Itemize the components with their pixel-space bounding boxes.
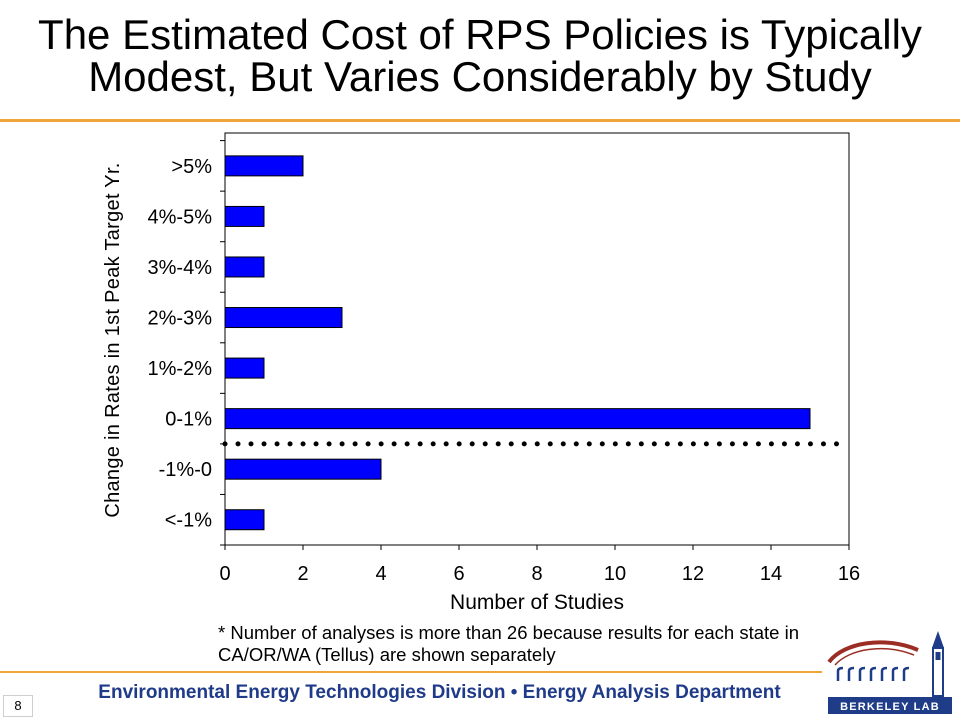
logo-arch <box>827 640 919 666</box>
logo-column <box>847 666 855 681</box>
logo-column <box>869 666 877 681</box>
bar-7 <box>224 458 382 480</box>
bar-chart: >5% 4%-5% 3%-4% 2%-3% 1%-2% 0-1% -1%-0 <-1% 0 2 4 6… <box>102 132 860 614</box>
logo-column <box>858 666 866 681</box>
x-tick-label-16: 16 <box>838 563 860 585</box>
x-tick-label-14: 14 <box>760 563 782 585</box>
page-number: 8 <box>3 695 33 717</box>
footer-department-text: Environmental Energy Technologies Divisi… <box>98 682 781 703</box>
y-tick-label-7: -1%-0 <box>159 459 212 481</box>
bar-6 <box>224 408 811 430</box>
y-axis-title: Change in Rates in 1st Peak Target Yr. <box>102 162 124 517</box>
bar-2 <box>224 205 265 227</box>
berkeley-lab-logo-icon: BERKELEY LAB <box>827 631 952 714</box>
x-tick-label-6: 6 <box>453 563 464 585</box>
y-tick-label-8: <-1% <box>165 510 212 532</box>
y-tick-label-5: 1%-2% <box>148 358 213 380</box>
title-divider <box>0 119 960 122</box>
logo-column <box>891 666 899 681</box>
x-tick-label-10: 10 <box>604 563 626 585</box>
logo-column <box>902 666 910 681</box>
x-tick-label-0: 0 <box>219 563 230 585</box>
bar-4 <box>224 307 343 329</box>
bar-1 <box>224 155 304 177</box>
y-tick-label-4: 2%-3% <box>148 308 213 330</box>
footnote-line-2: CA/OR/WA (Tellus) are shown separately <box>218 644 556 665</box>
logo-arch-outer <box>827 640 919 664</box>
slide-title: The Estimated Cost of RPS Policies is Ty… <box>0 14 960 98</box>
plot-area-frame <box>224 132 850 546</box>
x-tick-label-8: 8 <box>531 563 542 585</box>
x-tick-label-2: 2 <box>297 563 308 585</box>
slide-title-line-1: The Estimated Cost of RPS Policies is Ty… <box>38 11 922 58</box>
y-tick-label-3: 3%-4% <box>148 257 213 279</box>
x-tick-label-12: 12 <box>682 563 704 585</box>
logo-columns <box>836 666 910 681</box>
y-tick-label-2: 4%-5% <box>148 206 213 228</box>
x-axis-title: Number of Studies <box>450 591 624 614</box>
bar-5 <box>224 357 265 379</box>
bar-8 <box>224 509 265 531</box>
footer-divider <box>0 671 822 673</box>
logo-wordmark: BERKELEY LAB <box>840 701 940 713</box>
logo-tower <box>932 631 944 697</box>
chart-marks: >5% 4%-5% 3%-4% 2%-3% 1%-2% 0-1% -1%-0 <-1% 0 2 4 6… <box>148 140 860 585</box>
bar-3 <box>224 256 265 278</box>
logo-tower-shaft <box>932 647 944 697</box>
y-tick-label-6: 0-1% <box>165 409 212 431</box>
logo-band <box>828 697 952 714</box>
slide-title-line-2: Modest, But Varies Considerably by Study <box>88 53 872 100</box>
logo-tower-window <box>935 652 941 660</box>
logo-column <box>836 666 844 681</box>
x-tick-label-4: 4 <box>375 563 386 585</box>
footnote-line-1: * Number of analyses is more than 26 bec… <box>218 622 799 643</box>
footnote: * Number of analyses is more than 26 bec… <box>218 622 799 666</box>
logo-arch-inner <box>834 647 915 666</box>
logo-column <box>880 666 888 681</box>
logo-tower-spire <box>932 631 944 648</box>
y-tick-label-1: >5% <box>171 156 212 178</box>
